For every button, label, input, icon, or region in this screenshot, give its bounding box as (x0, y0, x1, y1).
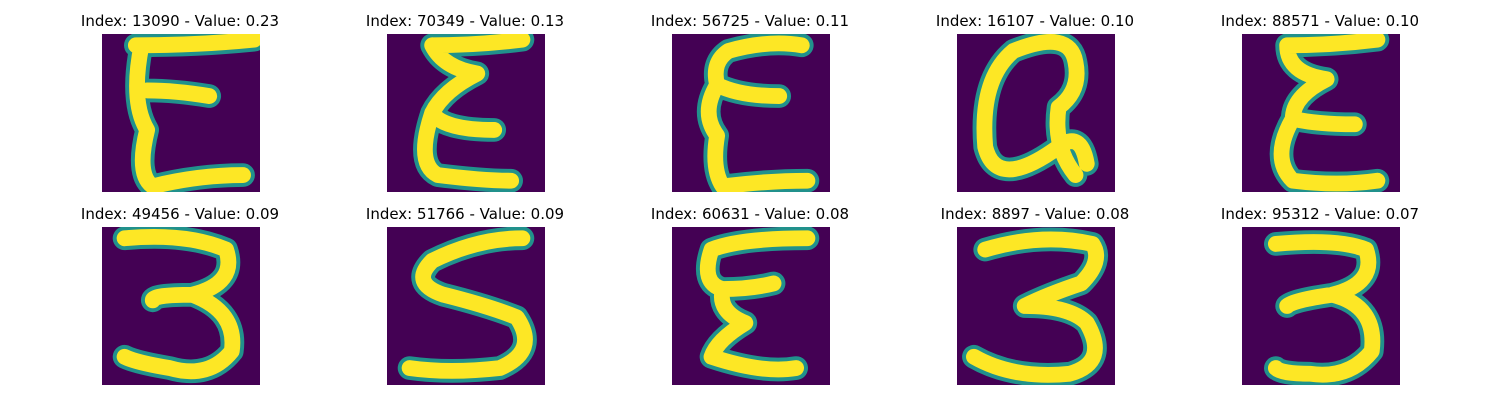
cell-title: Index: 88571 - Value: 0.10 (1220, 12, 1420, 30)
glyph-svg (972, 34, 1099, 187)
grid-cell: Index: 95312 - Value: 0.07 (1210, 204, 1430, 394)
glyph-stroke (966, 231, 1105, 383)
cell-title: Index: 95312 - Value: 0.07 (1220, 205, 1420, 223)
cell-title: Index: 56725 - Value: 0.11 (650, 12, 850, 30)
glyph-stroke-edge (124, 34, 260, 192)
glyph-stroke (1273, 34, 1386, 192)
cell-title: Index: 16107 - Value: 0.10 (935, 12, 1135, 30)
glyph-svg (413, 34, 535, 192)
glyph-image (672, 227, 830, 385)
cell-title: Index: 8897 - Value: 0.08 (940, 205, 1130, 223)
glyph-stroke (976, 34, 1095, 183)
grid-cell: Index: 88571 - Value: 0.10 (1210, 11, 1430, 201)
grid-cell: Index: 8897 - Value: 0.08 (925, 204, 1145, 394)
glyph-image (957, 227, 1115, 385)
glyph-image (1242, 34, 1400, 192)
glyph-stroke (127, 34, 260, 192)
glyph-svg (962, 227, 1108, 385)
glyph-image (957, 34, 1115, 192)
grid-cell: Index: 70349 - Value: 0.13 (355, 11, 575, 201)
grid-cell: Index: 49456 - Value: 0.09 (70, 204, 290, 394)
glyph-svg (124, 34, 260, 192)
glyph-image (387, 34, 545, 192)
glyph-svg (695, 227, 820, 382)
glyph-stroke (401, 230, 533, 379)
cell-title: Index: 70349 - Value: 0.13 (365, 12, 565, 30)
glyph-image (387, 227, 545, 385)
glyph-stroke (417, 34, 531, 189)
grid-cell: Index: 51766 - Value: 0.09 (355, 204, 575, 394)
grid-cell: Index: 56725 - Value: 0.11 (640, 11, 860, 201)
glyph-stroke (699, 230, 816, 378)
glyph-svg (397, 227, 537, 383)
grid-cell: Index: 60631 - Value: 0.08 (640, 204, 860, 394)
glyph-stroke (1267, 234, 1381, 383)
glyph-image (102, 34, 260, 192)
grid-cell: Index: 16107 - Value: 0.10 (925, 11, 1145, 201)
cell-title: Index: 13090 - Value: 0.23 (80, 12, 280, 30)
glyph-svg (112, 227, 245, 384)
glyph-svg (1269, 34, 1390, 192)
cell-title: Index: 60631 - Value: 0.08 (650, 205, 850, 223)
glyph-svg (696, 34, 820, 192)
glyph-svg (1264, 230, 1385, 385)
glyph-stroke (700, 35, 816, 192)
glyph-stroke (116, 228, 241, 380)
glyph-image (102, 227, 260, 385)
cell-title: Index: 51766 - Value: 0.09 (365, 205, 565, 223)
cell-title: Index: 49456 - Value: 0.09 (80, 205, 280, 223)
grid-cell: Index: 13090 - Value: 0.23 (70, 11, 290, 201)
glyph-image (1242, 227, 1400, 385)
glyph-image (672, 34, 830, 192)
